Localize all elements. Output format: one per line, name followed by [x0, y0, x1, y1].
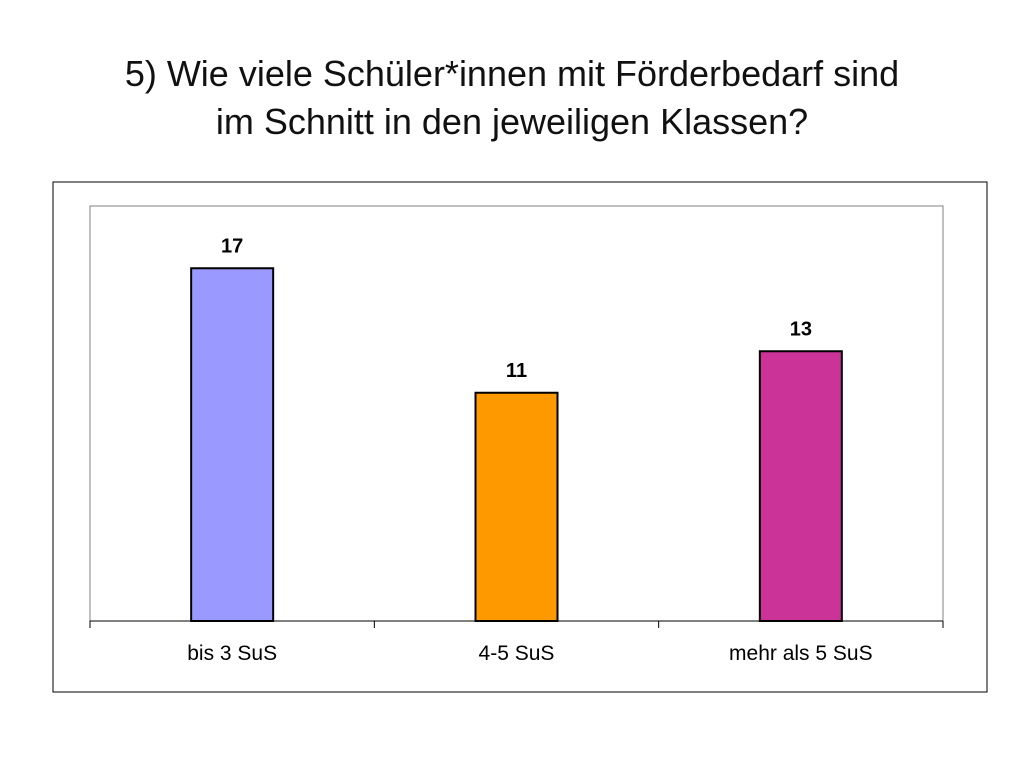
x-tick-label-2: 4-5 SuS: [479, 642, 555, 665]
data-label-1: 17: [221, 235, 243, 257]
bar-1: [190, 267, 275, 622]
page-title: 5) Wie viele Schüler*innen mit Förderbed…: [0, 50, 1024, 146]
data-label-2: 11: [506, 360, 527, 382]
x-tick-label-3: mehr als 5 SuS: [729, 642, 873, 665]
data-label-3: 13: [790, 318, 812, 340]
bar-2: [474, 391, 559, 622]
title-line-1: 5) Wie viele Schüler*innen mit Förderbed…: [124, 53, 900, 94]
title-line-2: im Schnitt in den jeweiligen Klassen?: [215, 101, 809, 142]
bar-3: [758, 350, 843, 622]
x-tick-label-1: bis 3 SuS: [187, 642, 277, 665]
